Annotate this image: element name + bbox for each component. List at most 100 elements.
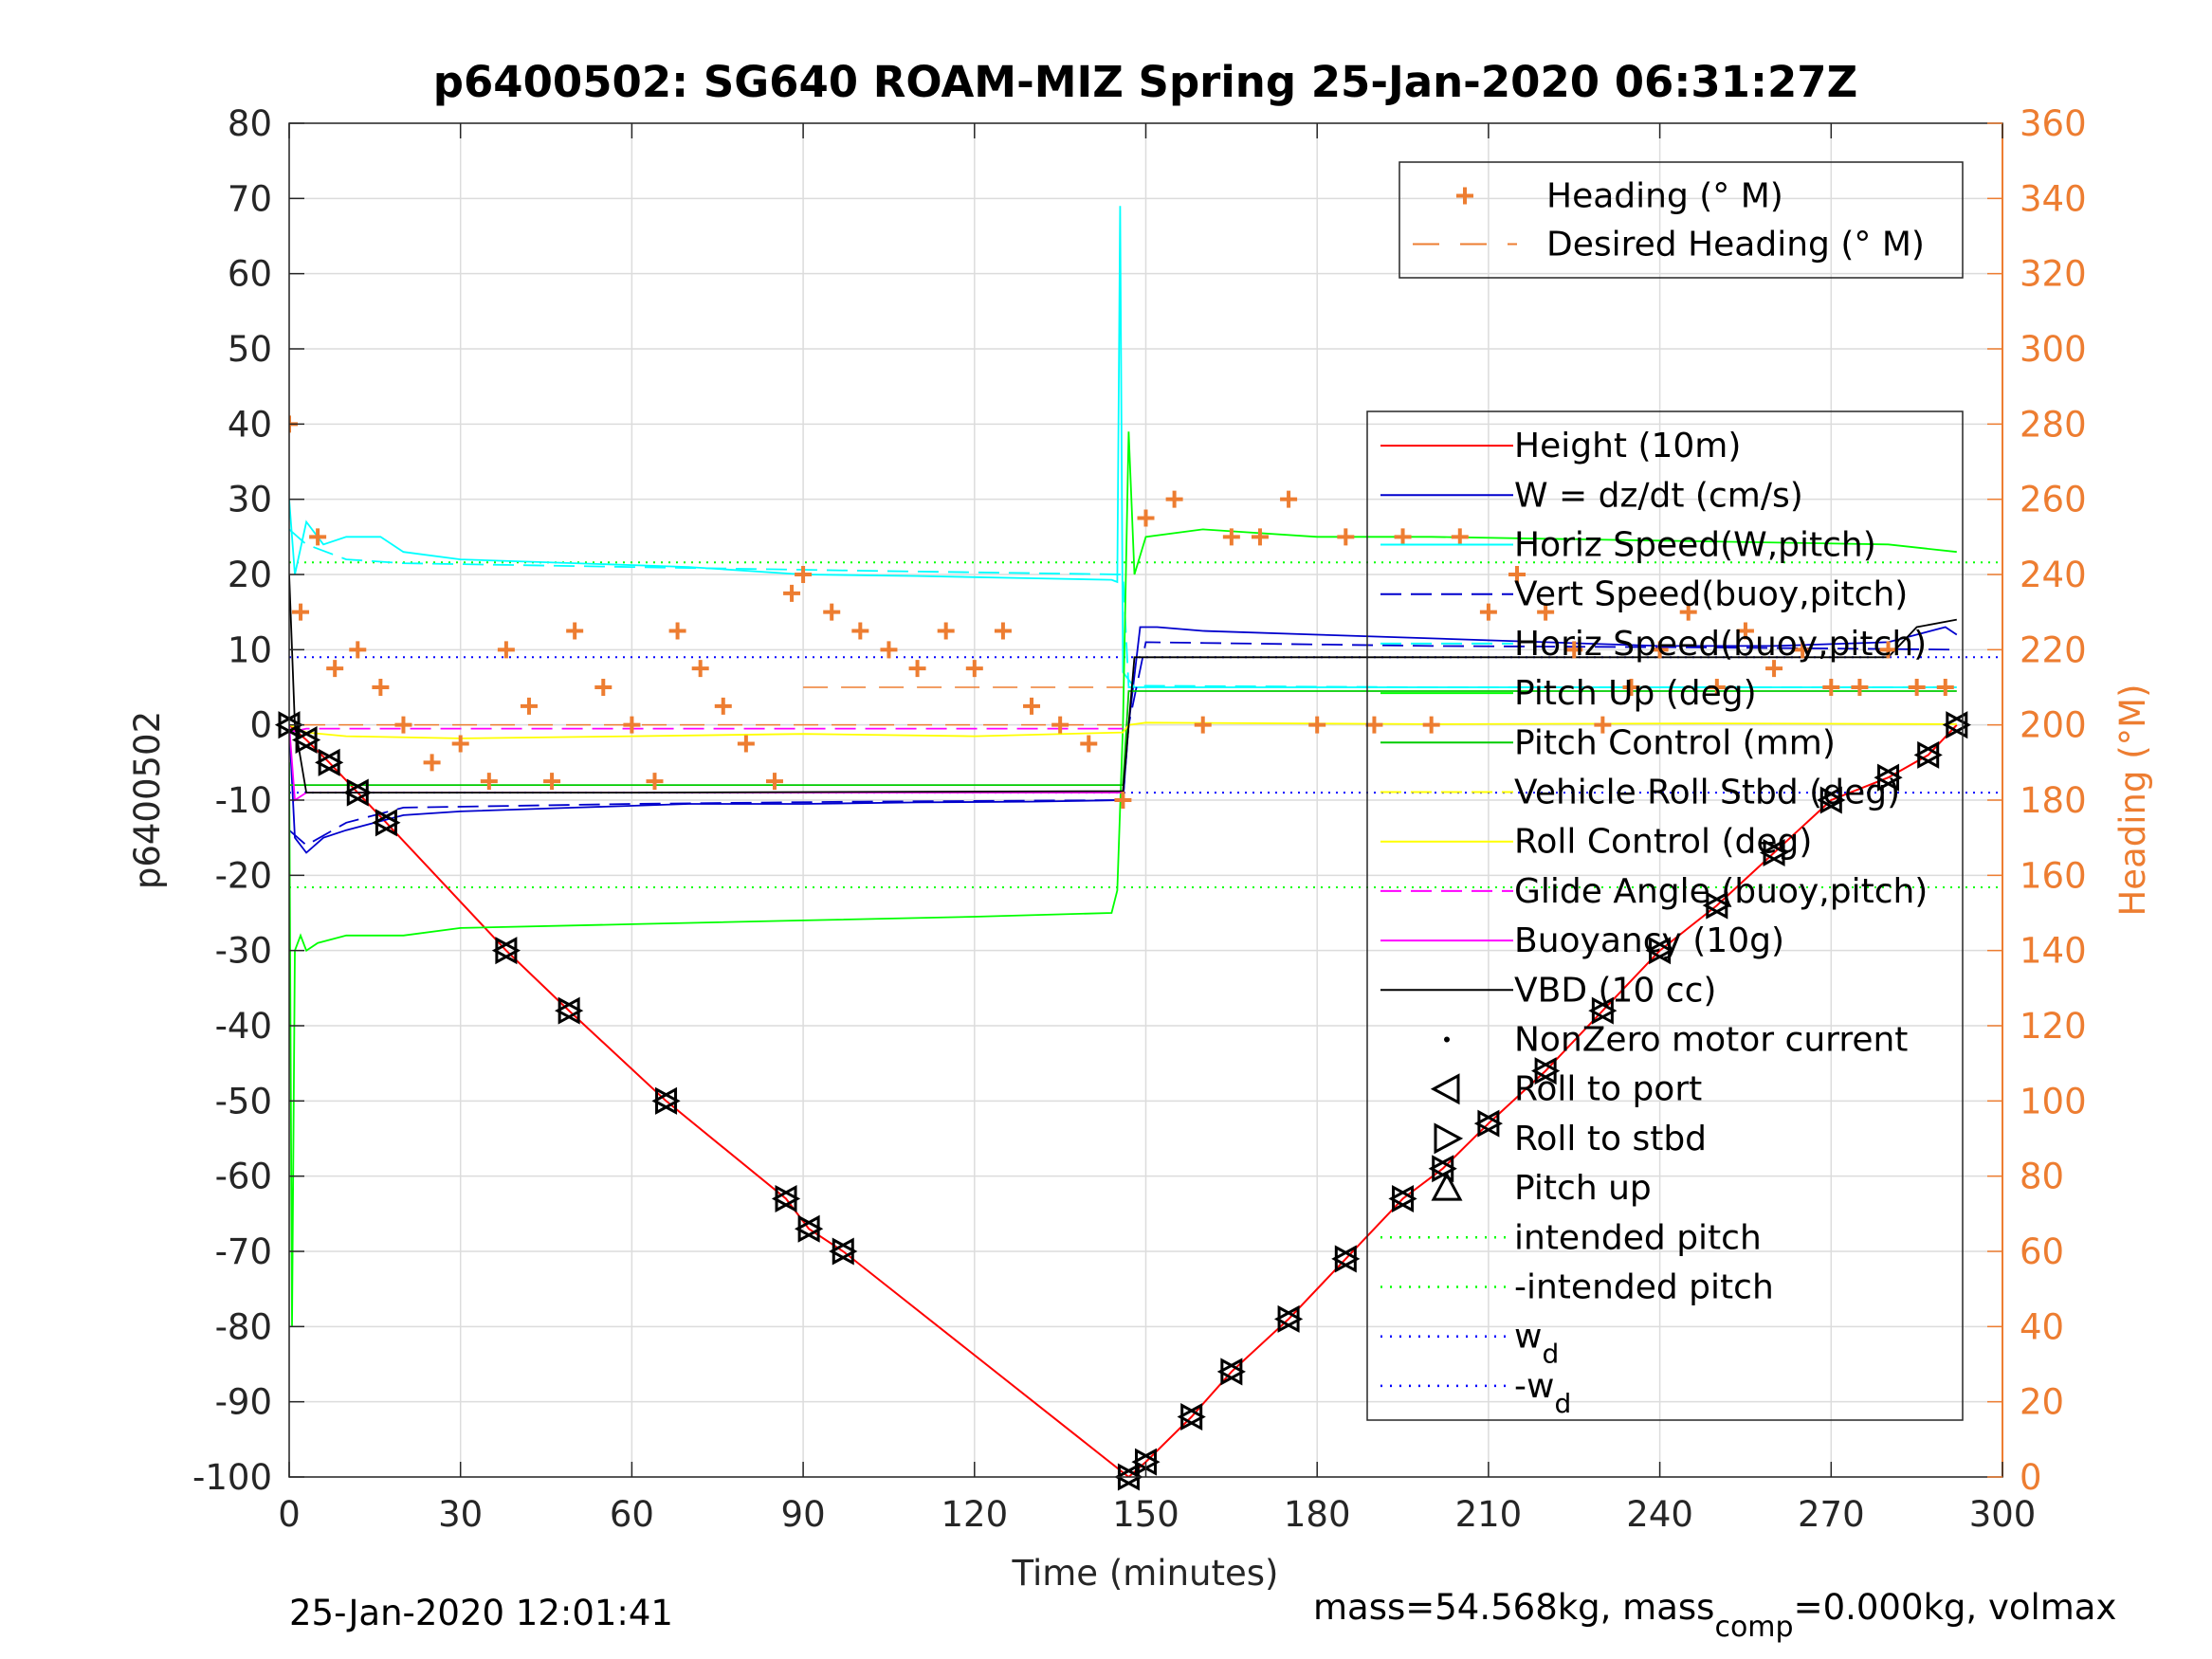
heading-point: [1194, 716, 1212, 734]
legend-label-main: NonZero motor current: [1514, 1021, 1908, 1060]
y-tick-label: -60: [215, 1157, 272, 1197]
legend-label: Pitch up: [1514, 1169, 1652, 1208]
x-tick-label: 120: [941, 1494, 1008, 1535]
heading-point: [737, 735, 755, 753]
roll-marker: [1277, 1304, 1304, 1333]
roll-marker: [1763, 839, 1789, 867]
y-tick-label: 70: [228, 178, 272, 219]
roll-marker: [346, 778, 373, 807]
y-tick-label: -20: [215, 855, 272, 896]
heading-point: [965, 660, 983, 678]
y-right-tick-label: 360: [2020, 103, 2087, 144]
legend-label: -wd: [1514, 1367, 1571, 1419]
heading-point: [1365, 716, 1383, 734]
legend-label-main: Horiz Speed(W,pitch): [1514, 526, 1876, 565]
y-tick-label: -50: [215, 1081, 272, 1121]
heading-point: [1308, 716, 1326, 734]
heading-point: [292, 603, 310, 621]
y-right-tick-label: 340: [2020, 178, 2087, 219]
y-tick-label: -70: [215, 1231, 272, 1272]
heading-point: [1622, 679, 1640, 696]
roll-marker: [375, 809, 401, 837]
series-pitch-up-deg: [289, 431, 1957, 1327]
x-tick-label: 60: [610, 1494, 654, 1535]
roll-marker: [495, 937, 521, 965]
heading-point: [1479, 603, 1497, 621]
heading-point: [594, 679, 612, 696]
y-right-tick-label: 0: [2020, 1457, 2042, 1498]
y-axis-title: p6400502: [127, 711, 168, 889]
y-tick-label: 80: [228, 103, 272, 144]
roll-marker: [1220, 1358, 1246, 1386]
legend-label-main: Vehicle Roll Stbd (deg): [1514, 774, 1900, 812]
x-tick-label: 300: [1969, 1494, 2037, 1535]
legend-label: Pitch Control (mm): [1514, 723, 1836, 762]
series-height-10m: [289, 723, 1958, 1477]
marker-layer: [274, 711, 1971, 1491]
legend-main: Height (10m) W = dz/dt (cm/s) Horiz Speed(…: [1366, 410, 1964, 1421]
heading-point: [543, 773, 561, 791]
heading-point: [1137, 509, 1155, 527]
heading-point: [1251, 528, 1269, 546]
series-vert-speed-buoy-pitch: [289, 641, 1957, 847]
footer-mass-suffix: =0.000kg, volmax: [1794, 1587, 2117, 1628]
y-tick-label: 10: [228, 629, 272, 670]
y-right-tick-label: 280: [2020, 404, 2087, 445]
y-right-tick-label: 160: [2020, 855, 2087, 896]
legend-swatch: [1434, 1122, 1464, 1155]
y-right-tick-label: 220: [2020, 629, 2087, 670]
roll-marker: [278, 711, 304, 739]
legend-label-main: Heading (° M): [1546, 177, 1783, 216]
legend-top-box: [1398, 161, 1964, 279]
y-right-tick-label: 120: [2020, 1006, 2087, 1047]
legend-label: Horiz Speed(W,pitch): [1514, 526, 1876, 565]
roll-marker: [1819, 786, 1846, 814]
heading-point: [1936, 679, 1954, 696]
legend-label: -intended pitch: [1514, 1268, 1774, 1307]
heading-point: [714, 697, 732, 715]
legend-label-main: Roll to port: [1514, 1070, 1702, 1109]
series-vbd-10-cc: [289, 574, 1957, 793]
legend-label-main: Vert Speed(buoy,pitch): [1514, 575, 1908, 614]
heading-point: [994, 622, 1012, 640]
roll-marker: [1334, 1245, 1361, 1273]
y-right-tick-label: 260: [2020, 480, 2087, 520]
heading-point: [394, 716, 412, 734]
y-right-tick-label: 20: [2020, 1382, 2064, 1423]
legend-label: Vehicle Roll Stbd (deg): [1514, 774, 1900, 812]
legend-swatch: [1430, 1073, 1460, 1105]
heading-point: [372, 679, 390, 696]
roll-marker: [1534, 1057, 1561, 1085]
legend-label-sub: d: [1554, 1388, 1571, 1419]
series-horiz-speed-buoy-pitch: [289, 528, 1957, 688]
heading-point: [1023, 697, 1041, 715]
series-pitch-control-mm: [289, 690, 1957, 786]
heading-point: [309, 528, 327, 546]
roll-marker: [1135, 1448, 1161, 1476]
x-axis-title: Time (minutes): [1012, 1553, 1279, 1594]
legend-label-main: intended pitch: [1514, 1218, 1762, 1257]
legend-label: NonZero motor current: [1514, 1021, 1908, 1060]
heading-point: [1594, 716, 1612, 734]
y-axis-right-title: Heading (°M): [2112, 684, 2153, 916]
roll-marker: [1477, 1109, 1504, 1138]
legend-label-main: Buoyancy (10g): [1514, 921, 1784, 960]
x-tick-label: 30: [438, 1494, 483, 1535]
heading-point: [646, 773, 664, 791]
heading-point: [451, 735, 469, 753]
heading-point: [1114, 792, 1132, 809]
y-tick-label: 0: [249, 705, 272, 746]
heading-point: [937, 622, 955, 640]
roll-marker: [832, 1237, 858, 1266]
heading-point: [623, 716, 641, 734]
y-right-tick-label: 80: [2020, 1157, 2064, 1197]
heading-point: [423, 754, 441, 772]
y-tick-label: -30: [215, 931, 272, 972]
legend-label: VBD (10 cc): [1514, 971, 1716, 1010]
x-tick-label: 180: [1284, 1494, 1351, 1535]
heading-point: [765, 773, 783, 791]
heading-point: [1337, 528, 1355, 546]
series-layer: [289, 206, 1958, 1477]
legend-label: W = dz/dt (cm/s): [1514, 476, 1803, 515]
